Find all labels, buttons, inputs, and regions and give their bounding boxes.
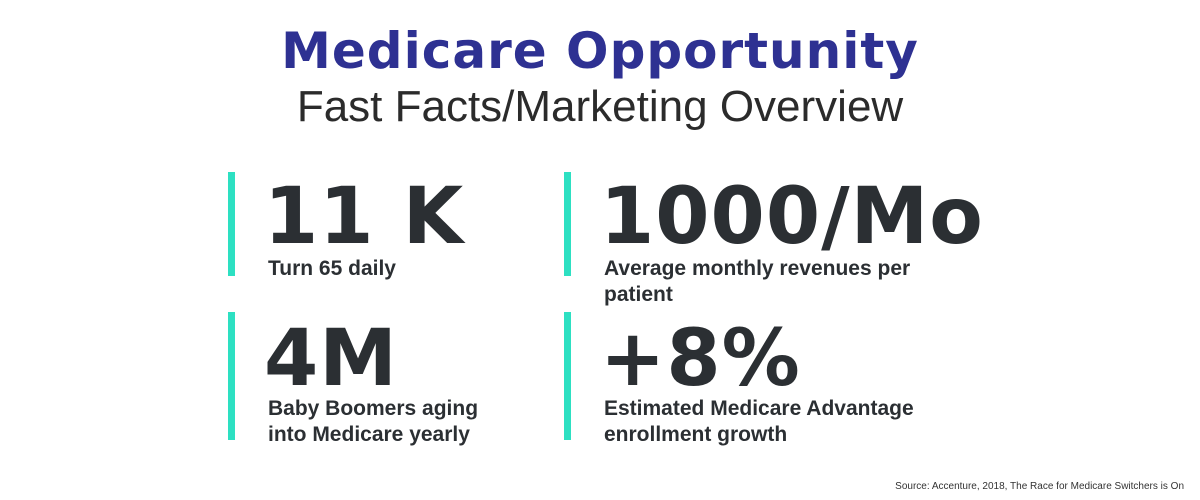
stat-label: Estimated Medicare Advantage enrollment … xyxy=(604,396,914,448)
stat-label: Turn 65 daily xyxy=(268,257,396,280)
accent-bar xyxy=(564,172,571,276)
page-subtitle: Fast Facts/Marketing Overview xyxy=(296,82,904,131)
source-citation: Source: Accenture, 2018, The Race for Me… xyxy=(895,481,1184,492)
stat-card-advantage-growth: +8% Estimated Medicare Advantage enrollm… xyxy=(564,312,984,446)
stat-label-line: Baby Boomers aging xyxy=(268,397,479,420)
accent-bar xyxy=(564,312,571,440)
accent-bar xyxy=(228,312,235,440)
stat-value: 11 K xyxy=(264,172,465,262)
accent-bar xyxy=(228,172,235,276)
stat-label-line: into Medicare yearly xyxy=(268,423,470,446)
stat-value: 4M xyxy=(264,314,398,404)
stat-value: +8% xyxy=(600,314,801,404)
stat-label: Baby Boomers aging into Medicare yearly xyxy=(268,396,478,448)
stat-label-line: enrollment growth xyxy=(604,423,788,446)
page-title: Medicare Opportunity xyxy=(281,22,919,80)
stat-card-daily-turning-65: 11 K Turn 65 daily xyxy=(228,172,528,280)
stat-card-baby-boomers: 4M Baby Boomers aging into Medicare year… xyxy=(228,312,528,446)
stat-label: Average monthly revenues per patient xyxy=(604,257,911,306)
stat-card-monthly-revenue: 1000/Mo Average monthly revenues per pat… xyxy=(564,172,984,306)
stat-label-line: Estimated Medicare Advantage xyxy=(604,397,914,420)
stat-value: 1000/Mo xyxy=(600,172,984,262)
